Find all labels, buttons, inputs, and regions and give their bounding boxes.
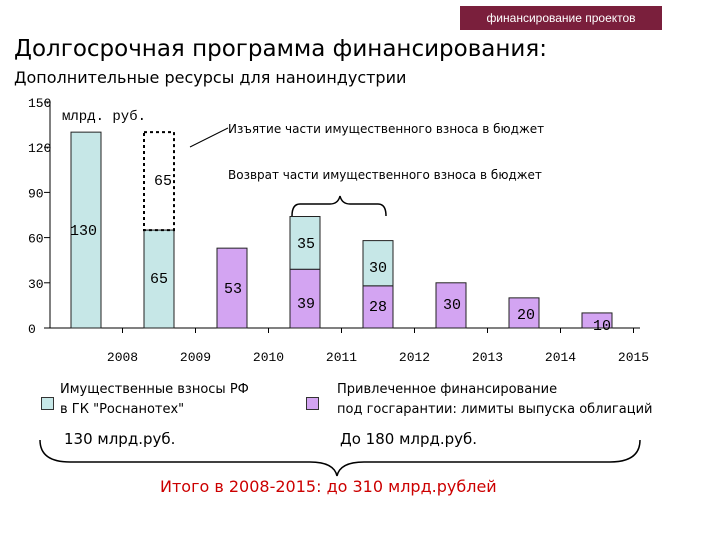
bar-segment	[435, 282, 467, 329]
section-tag: финансирование проектов	[460, 6, 662, 30]
legend-total-contributions: 130 млрд.руб.	[64, 430, 176, 448]
x-tick-label: 2011	[326, 350, 357, 365]
data-label: 65	[150, 271, 168, 288]
y-tick-label: 0	[28, 322, 36, 337]
annotation-return: Возврат части имущественного взноса в бю…	[228, 168, 542, 182]
bar-segment	[362, 240, 394, 287]
unit-label: млрд. руб.	[62, 108, 146, 125]
grand-total: Итого в 2008-2015: до 310 млрд.рублей	[160, 477, 497, 496]
bar-segment	[581, 312, 613, 329]
data-label: 20	[517, 307, 535, 324]
x-tick-label: 2008	[107, 350, 138, 365]
data-label: 30	[443, 297, 461, 314]
legend-swatch-financing	[306, 397, 319, 410]
annotation-pointer	[189, 127, 229, 148]
bar-segment	[216, 247, 248, 329]
annotation-brace	[291, 195, 387, 217]
page-title: Долгосрочная программа финансирования:	[14, 36, 547, 62]
y-tick-label: 60	[28, 232, 44, 247]
data-label: 130	[70, 223, 97, 240]
data-label: 10	[593, 318, 611, 335]
total-brace	[39, 439, 641, 477]
data-label: 65	[154, 173, 172, 190]
y-tick-label: 120	[28, 141, 51, 156]
bar-segment	[143, 229, 175, 329]
x-tick-label: 2010	[253, 350, 284, 365]
bar-segment	[70, 131, 102, 329]
y-tick-label: 150	[28, 96, 51, 111]
legend-total-financing: До 180 млрд.руб.	[340, 430, 478, 448]
bar-withdrawal-dashed	[143, 131, 175, 232]
data-label: 53	[224, 281, 242, 298]
y-tick-label: 30	[28, 277, 44, 292]
x-tick-label: 2015	[618, 350, 649, 365]
data-label: 30	[369, 260, 387, 277]
page-subtitle: Дополнительные ресурсы для наноиндустрии	[14, 68, 407, 87]
data-label: 35	[297, 236, 315, 253]
annotation-withdrawal: Изъятие части имущественного взноса в бю…	[228, 122, 544, 136]
bar-segment	[289, 268, 321, 329]
legend-label-financing-2: под госгарантии: лимиты выпуска облигаци…	[337, 402, 653, 417]
data-label: 28	[369, 299, 387, 316]
bar-segment	[362, 285, 394, 329]
legend-label-contributions-1: Имущественные взносы РФ	[60, 382, 249, 397]
legend-label-contributions-2: в ГК "Роснанотех"	[60, 402, 185, 417]
bar-segment	[508, 297, 540, 329]
legend-label-financing-1: Привлеченное финансирование	[337, 382, 558, 397]
x-tick-label: 2009	[180, 350, 211, 365]
x-tick-label: 2013	[472, 350, 503, 365]
y-tick-label: 90	[28, 186, 44, 201]
x-tick-label: 2014	[545, 350, 576, 365]
x-tick-label: 2012	[399, 350, 430, 365]
bar-segment	[289, 216, 321, 270]
legend-swatch-contributions	[41, 397, 54, 410]
data-label: 39	[297, 296, 315, 313]
